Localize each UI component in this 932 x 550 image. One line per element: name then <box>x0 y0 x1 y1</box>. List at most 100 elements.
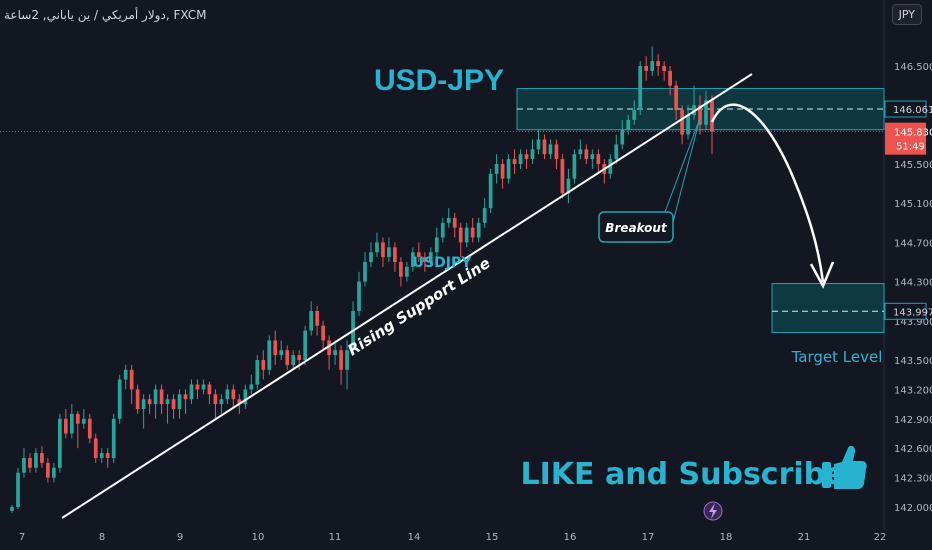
candle <box>297 355 302 360</box>
candle <box>393 247 397 262</box>
zone-price-badge <box>884 100 927 118</box>
x-tick-label: 22 <box>874 532 887 543</box>
y-tick-label: 146.500 <box>894 62 932 73</box>
candle <box>219 399 224 405</box>
candle <box>482 208 487 223</box>
breakout-pointer <box>671 117 701 227</box>
candle <box>171 399 176 409</box>
x-tick-label: 21 <box>798 532 811 543</box>
candle <box>518 154 523 164</box>
candle <box>243 389 248 405</box>
candle <box>40 453 44 463</box>
y-tick-label: 145.500 <box>894 160 932 171</box>
candle <box>339 350 343 370</box>
candle <box>291 355 296 365</box>
candle <box>548 144 553 155</box>
x-tick-label: 7 <box>19 532 25 543</box>
x-tick-label: 11 <box>329 532 342 543</box>
candle <box>476 222 481 238</box>
candle <box>620 129 625 145</box>
candle <box>626 119 631 130</box>
zone-price-label: 146.061 <box>893 105 932 116</box>
candle <box>16 472 20 507</box>
breakout-box <box>598 211 674 243</box>
thumbs-up-icon <box>822 445 867 489</box>
x-tick-label: 9 <box>177 532 183 543</box>
candle <box>512 159 517 164</box>
candle <box>141 399 146 409</box>
arrow-head <box>809 261 835 289</box>
currency-badge[interactable]: JPY <box>891 4 922 25</box>
countdown-label: 51:49 <box>896 142 925 153</box>
candle <box>231 389 236 400</box>
candle <box>650 61 655 71</box>
zone-price-label: 143.997 <box>893 307 932 318</box>
candle <box>87 418 92 439</box>
candle <box>710 100 714 132</box>
candle <box>470 227 475 238</box>
candle <box>572 154 577 179</box>
candle <box>596 154 601 164</box>
candle <box>105 453 110 458</box>
chart-title: USD-JPY <box>374 64 504 97</box>
candle <box>177 394 182 409</box>
candle <box>363 262 367 282</box>
candle <box>680 110 684 135</box>
y-tick-label: 142.000 <box>894 503 932 514</box>
candle <box>500 164 505 179</box>
candle <box>10 507 14 511</box>
candle <box>327 340 331 356</box>
target-level-label: Target Level <box>791 348 883 366</box>
candle <box>638 66 643 111</box>
candle <box>428 252 433 262</box>
candle <box>321 325 325 341</box>
candle <box>315 311 319 326</box>
last-price-label: 145.830 <box>894 128 932 139</box>
candle <box>28 458 32 468</box>
candle <box>686 115 690 135</box>
candle <box>542 139 547 155</box>
breakout-pointer <box>664 117 701 213</box>
x-tick-label: 15 <box>486 532 499 543</box>
candle <box>411 252 415 267</box>
candle <box>195 384 200 390</box>
candle <box>446 217 451 223</box>
candle <box>159 389 164 405</box>
candle <box>704 100 708 125</box>
candle <box>590 154 595 160</box>
candle <box>46 462 50 478</box>
candle <box>668 70 672 86</box>
y-tick-label: 144.300 <box>894 278 932 289</box>
candle <box>405 266 409 277</box>
candle <box>464 227 469 243</box>
candle <box>698 105 702 125</box>
y-tick-label: 143.900 <box>894 317 932 328</box>
candle <box>123 369 128 380</box>
candle <box>93 438 98 458</box>
candle <box>578 149 583 155</box>
x-tick-label: 14 <box>408 532 421 543</box>
candle <box>34 453 38 468</box>
candle <box>147 399 152 405</box>
candle <box>369 252 373 262</box>
candle <box>69 413 74 434</box>
candle <box>189 384 194 400</box>
candle <box>58 418 62 468</box>
candle <box>63 418 68 434</box>
target-zone <box>771 283 885 334</box>
candle <box>22 458 26 473</box>
candle <box>554 144 559 160</box>
zone-price-badge <box>884 302 927 320</box>
x-tick-label: 16 <box>564 532 577 543</box>
candle <box>584 149 589 160</box>
candle <box>207 384 212 395</box>
candle <box>225 389 230 400</box>
candle <box>237 399 242 405</box>
candle <box>279 350 284 356</box>
candle <box>111 418 116 458</box>
candle <box>81 418 86 424</box>
candle <box>530 149 535 160</box>
candle <box>375 242 379 253</box>
candle <box>249 384 254 390</box>
